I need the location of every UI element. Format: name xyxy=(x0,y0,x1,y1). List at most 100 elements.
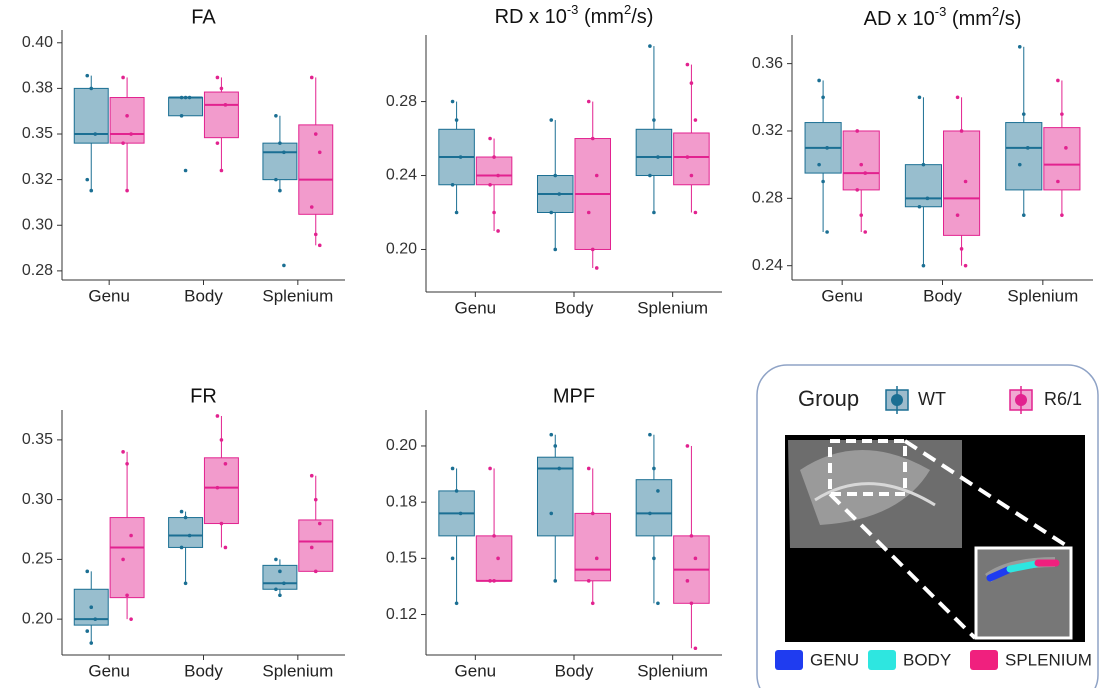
data-point xyxy=(224,462,228,466)
box xyxy=(263,143,297,179)
data-point xyxy=(188,534,192,538)
data-point xyxy=(960,247,964,251)
data-point xyxy=(455,602,459,606)
data-point xyxy=(451,467,455,471)
data-point xyxy=(553,174,557,178)
y-tick-label: 0.28 xyxy=(752,190,783,207)
data-point xyxy=(686,155,690,159)
y-tick-label: 0.15 xyxy=(386,550,417,567)
region-swatch xyxy=(970,650,998,670)
data-point xyxy=(310,546,314,550)
title-part: /s) xyxy=(999,8,1021,30)
data-point xyxy=(922,163,926,167)
data-point xyxy=(492,211,496,215)
data-point xyxy=(694,118,698,122)
box xyxy=(843,131,879,190)
x-tick-label: Genu xyxy=(88,661,130,680)
data-point xyxy=(591,512,595,516)
data-point xyxy=(960,129,964,133)
data-point xyxy=(180,510,184,514)
data-point xyxy=(656,155,660,159)
data-point xyxy=(553,248,557,252)
data-point xyxy=(1022,112,1026,116)
data-point xyxy=(310,205,314,209)
y-tick-label: 0.20 xyxy=(386,241,417,258)
region-swatch xyxy=(868,650,896,670)
y-tick-label: 0.36 xyxy=(752,55,783,72)
data-point xyxy=(93,132,97,136)
data-point xyxy=(694,557,698,561)
x-tick-label: Splenium xyxy=(637,298,708,317)
data-point xyxy=(922,264,926,268)
data-point xyxy=(496,174,500,178)
y-tick-label: 0.18 xyxy=(386,493,417,510)
data-point xyxy=(89,641,93,645)
y-tick-label: 0.32 xyxy=(752,122,783,139)
data-point xyxy=(557,192,561,196)
data-point xyxy=(488,183,492,187)
box xyxy=(263,565,297,589)
data-point xyxy=(274,114,278,118)
y-tick-label: 0.32 xyxy=(22,171,53,188)
data-point xyxy=(855,129,859,133)
data-point xyxy=(180,96,184,100)
data-point xyxy=(278,570,282,574)
box xyxy=(1044,128,1080,190)
data-point xyxy=(1026,146,1030,150)
data-point xyxy=(188,96,192,100)
data-point xyxy=(85,178,89,182)
x-tick-label: Genu xyxy=(455,298,497,317)
legend-r61-icon xyxy=(1010,386,1032,414)
data-point xyxy=(184,169,188,173)
x-tick-label: Splenium xyxy=(262,661,333,680)
data-point xyxy=(455,489,459,493)
box xyxy=(299,520,333,571)
data-point xyxy=(549,118,553,122)
data-point xyxy=(451,557,455,561)
data-point xyxy=(310,474,314,478)
data-point xyxy=(220,438,224,442)
y-tick-label: 0.25 xyxy=(22,551,53,568)
box xyxy=(476,157,512,185)
data-point xyxy=(694,646,698,650)
x-tick-label: Splenium xyxy=(1007,286,1078,305)
data-point xyxy=(863,230,867,234)
y-tick-label: 0.35 xyxy=(22,125,53,142)
data-point xyxy=(459,512,463,516)
data-point xyxy=(821,180,825,184)
data-point xyxy=(863,171,867,175)
mri-image xyxy=(785,435,1085,642)
data-point xyxy=(216,76,220,80)
data-point xyxy=(926,197,930,201)
data-point xyxy=(121,76,125,80)
x-tick-label: Splenium xyxy=(637,661,708,680)
data-point xyxy=(817,163,821,167)
y-tick-label: 0.28 xyxy=(22,262,53,279)
legend-wt-icon xyxy=(886,386,908,414)
data-point xyxy=(652,118,656,122)
data-point xyxy=(690,534,694,538)
data-point xyxy=(656,489,660,493)
data-point xyxy=(1056,180,1060,184)
data-point xyxy=(1022,213,1026,217)
legend-label: R6/1 xyxy=(1044,389,1082,409)
data-point xyxy=(690,602,694,606)
data-point xyxy=(282,264,286,268)
box xyxy=(476,536,512,581)
data-point xyxy=(587,579,591,583)
title-part: (mm xyxy=(946,8,992,30)
legend-label: WT xyxy=(918,389,946,409)
title-part: 2 xyxy=(992,4,999,19)
data-point xyxy=(825,146,829,150)
data-point xyxy=(488,467,492,471)
data-point xyxy=(278,141,282,145)
data-point xyxy=(314,233,318,237)
data-point xyxy=(652,211,656,215)
data-point xyxy=(1060,213,1064,217)
data-point xyxy=(459,155,463,159)
y-tick-label: 0.24 xyxy=(752,257,783,274)
data-point xyxy=(855,188,859,192)
data-point xyxy=(492,155,496,159)
data-point xyxy=(451,100,455,104)
data-point xyxy=(492,534,496,538)
